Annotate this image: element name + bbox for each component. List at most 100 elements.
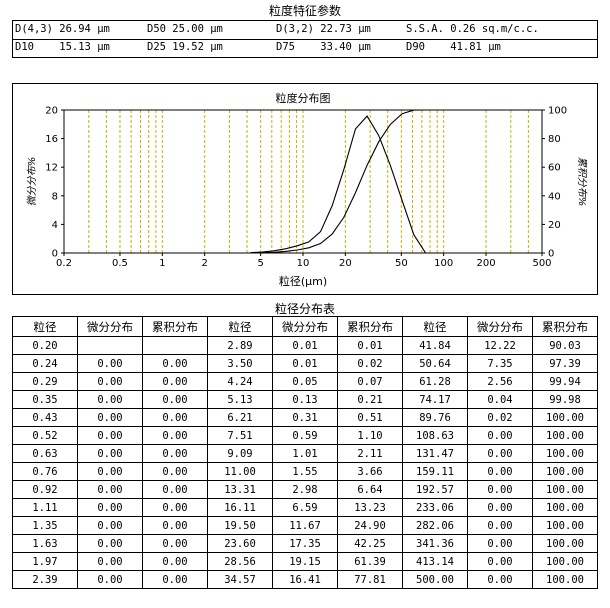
- table-cell: 100.00: [532, 552, 598, 571]
- table-cell: 413.14: [402, 552, 468, 571]
- params-table: D(4,3) 26.94 μm D50 25.00 μm D(3,2) 22.7…: [12, 20, 598, 58]
- param-d50: D50 25.00 μm: [147, 23, 223, 35]
- table-cell: 6.59: [272, 498, 338, 517]
- table-cell: 0.51: [337, 408, 403, 427]
- table-cell: 0.00: [77, 534, 143, 553]
- table-cell: 0.43: [12, 408, 78, 427]
- table-cell: 3.50: [207, 354, 273, 373]
- cumulative-distribution-line: [250, 109, 438, 254]
- table-cell: 77.81: [337, 570, 403, 589]
- table-cell: 0.00: [467, 516, 533, 535]
- table-cell: 4.24: [207, 372, 273, 391]
- table-row: 0.29 0.00 0.00 4.24 0.05 0.07 61.28 2.56 99.94: [12, 372, 598, 391]
- table-cell: 0.01: [337, 336, 403, 355]
- table-row: 1.35 0.00 0.00 19.50 11.67 24.90 282.06 0.00 100…: [12, 516, 598, 535]
- table-cell: 90.03: [532, 336, 598, 355]
- table-cell: 0.00: [77, 408, 143, 427]
- table-cell: 100.00: [532, 570, 598, 589]
- table-cell: 1.97: [12, 552, 78, 571]
- table-cell: 13.23: [337, 498, 403, 517]
- table-row: 1.63 0.00 0.00 23.60 17.35 42.25 341.36 0.00 100…: [12, 534, 598, 553]
- table-cell: 42.25: [337, 534, 403, 553]
- table-cell: 0.00: [142, 516, 208, 535]
- table-cell: 2.39: [12, 570, 78, 589]
- table-cell: 2.56: [467, 372, 533, 391]
- table-cell: 23.60: [207, 534, 273, 553]
- distribution-table: 粒径 微分分布 累积分布 粒径 微分分布 累积分布 粒径 微分分布 累积分布 0.20 2.89 0…: [12, 316, 598, 589]
- table-cell: 0.31: [272, 408, 338, 427]
- column-header: 累积分布: [532, 316, 598, 337]
- table-cell: 34.57: [207, 570, 273, 589]
- table-cell: 24.90: [337, 516, 403, 535]
- table-cell: 89.76: [402, 408, 468, 427]
- y-right-tick-label: 60: [548, 163, 561, 174]
- table-cell: 28.56: [207, 552, 273, 571]
- table-cell: 2.11: [337, 444, 403, 463]
- table-cell: 0.00: [77, 570, 143, 589]
- table-cell: 0.35: [12, 390, 78, 409]
- x-tick-label: 500: [532, 258, 551, 269]
- x-tick-label: 10: [297, 258, 310, 269]
- table-cell: 0.21: [337, 390, 403, 409]
- table-cell: 13.31: [207, 480, 273, 499]
- x-tick-label: 50: [395, 258, 408, 269]
- table-cell: 0.00: [142, 570, 208, 589]
- column-header: 粒径: [207, 316, 273, 337]
- table-cell: 100.00: [532, 408, 598, 427]
- table-cell: 16.11: [207, 498, 273, 517]
- table-cell: 233.06: [402, 498, 468, 517]
- table-cell: 17.35: [272, 534, 338, 553]
- table-cell: 0.00: [467, 498, 533, 517]
- table-cell: 341.36: [402, 534, 468, 553]
- table-cell: 1.11: [12, 498, 78, 517]
- table-cell: 2.89: [207, 336, 273, 355]
- y-left-tick-label: 4: [52, 220, 58, 231]
- table-cell: 0.00: [77, 390, 143, 409]
- table-cell: 99.98: [532, 390, 598, 409]
- table-cell: 0.00: [77, 480, 143, 499]
- table-cell: 7.51: [207, 426, 273, 445]
- table-cell: 500.00: [402, 570, 468, 589]
- table-cell: 0.07: [337, 372, 403, 391]
- table-cell: 1.01: [272, 444, 338, 463]
- table-cell: 0.00: [142, 408, 208, 427]
- param-d25: D25 19.52 μm: [147, 41, 223, 53]
- table-cell: 100.00: [532, 516, 598, 535]
- y-left-axis-label: 微分分布%: [26, 157, 38, 207]
- chart-panel: 粒度分布图 0.2 0.5 1 2 5 10 20 50 100 200 500 粒径(μm) 0 4 8 12…: [12, 83, 598, 295]
- column-header: 累积分布: [142, 316, 208, 337]
- table-cell: 0.00: [77, 462, 143, 481]
- table-cell: 100.00: [532, 444, 598, 463]
- table-cell: 19.15: [272, 552, 338, 571]
- table-cell: 0.00: [142, 480, 208, 499]
- params-row: D10 15.13 μm D25 19.52 μm D75 33.40 μm D…: [13, 39, 597, 57]
- table-cell: 7.35: [467, 354, 533, 373]
- table-row: 0.63 0.00 0.00 9.09 1.01 2.11 131.47 0.00 100.00: [12, 444, 598, 463]
- table-cell: 61.39: [337, 552, 403, 571]
- table-cell: 0.00: [467, 570, 533, 589]
- y-right-tick-label: 100: [548, 106, 567, 117]
- table-cell: 5.13: [207, 390, 273, 409]
- table-cell: 0.13: [272, 390, 338, 409]
- table-cell: 0.00: [142, 462, 208, 481]
- table-cell: 100.00: [532, 462, 598, 481]
- param-d75: D75 33.40 μm: [276, 41, 371, 53]
- table-cell: 0.01: [272, 354, 338, 373]
- table-cell: 100.00: [532, 426, 598, 445]
- column-header: 微分分布: [77, 316, 143, 337]
- table-row: 0.24 0.00 0.00 3.50 0.01 0.02 50.64 7.35 97.39: [12, 354, 598, 373]
- table-cell: 16.41: [272, 570, 338, 589]
- table-row: 2.39 0.00 0.00 34.57 16.41 77.81 500.00 0.00 100…: [12, 570, 598, 589]
- table-cell: 6.64: [337, 480, 403, 499]
- table-title: 粒径分布表: [274, 302, 335, 316]
- x-tick-label: 2: [201, 258, 207, 269]
- params-row: D(4,3) 26.94 μm D50 25.00 μm D(3,2) 22.7…: [13, 21, 597, 40]
- table-cell: 0.92: [12, 480, 78, 499]
- table-cell: 2.98: [272, 480, 338, 499]
- table-cell: 0.02: [467, 408, 533, 427]
- table-cell: 131.47: [402, 444, 468, 463]
- table-cell: 11.00: [207, 462, 273, 481]
- column-header: 粒径: [12, 316, 78, 337]
- table-cell: 0.02: [337, 354, 403, 373]
- table-cell: 0.00: [77, 372, 143, 391]
